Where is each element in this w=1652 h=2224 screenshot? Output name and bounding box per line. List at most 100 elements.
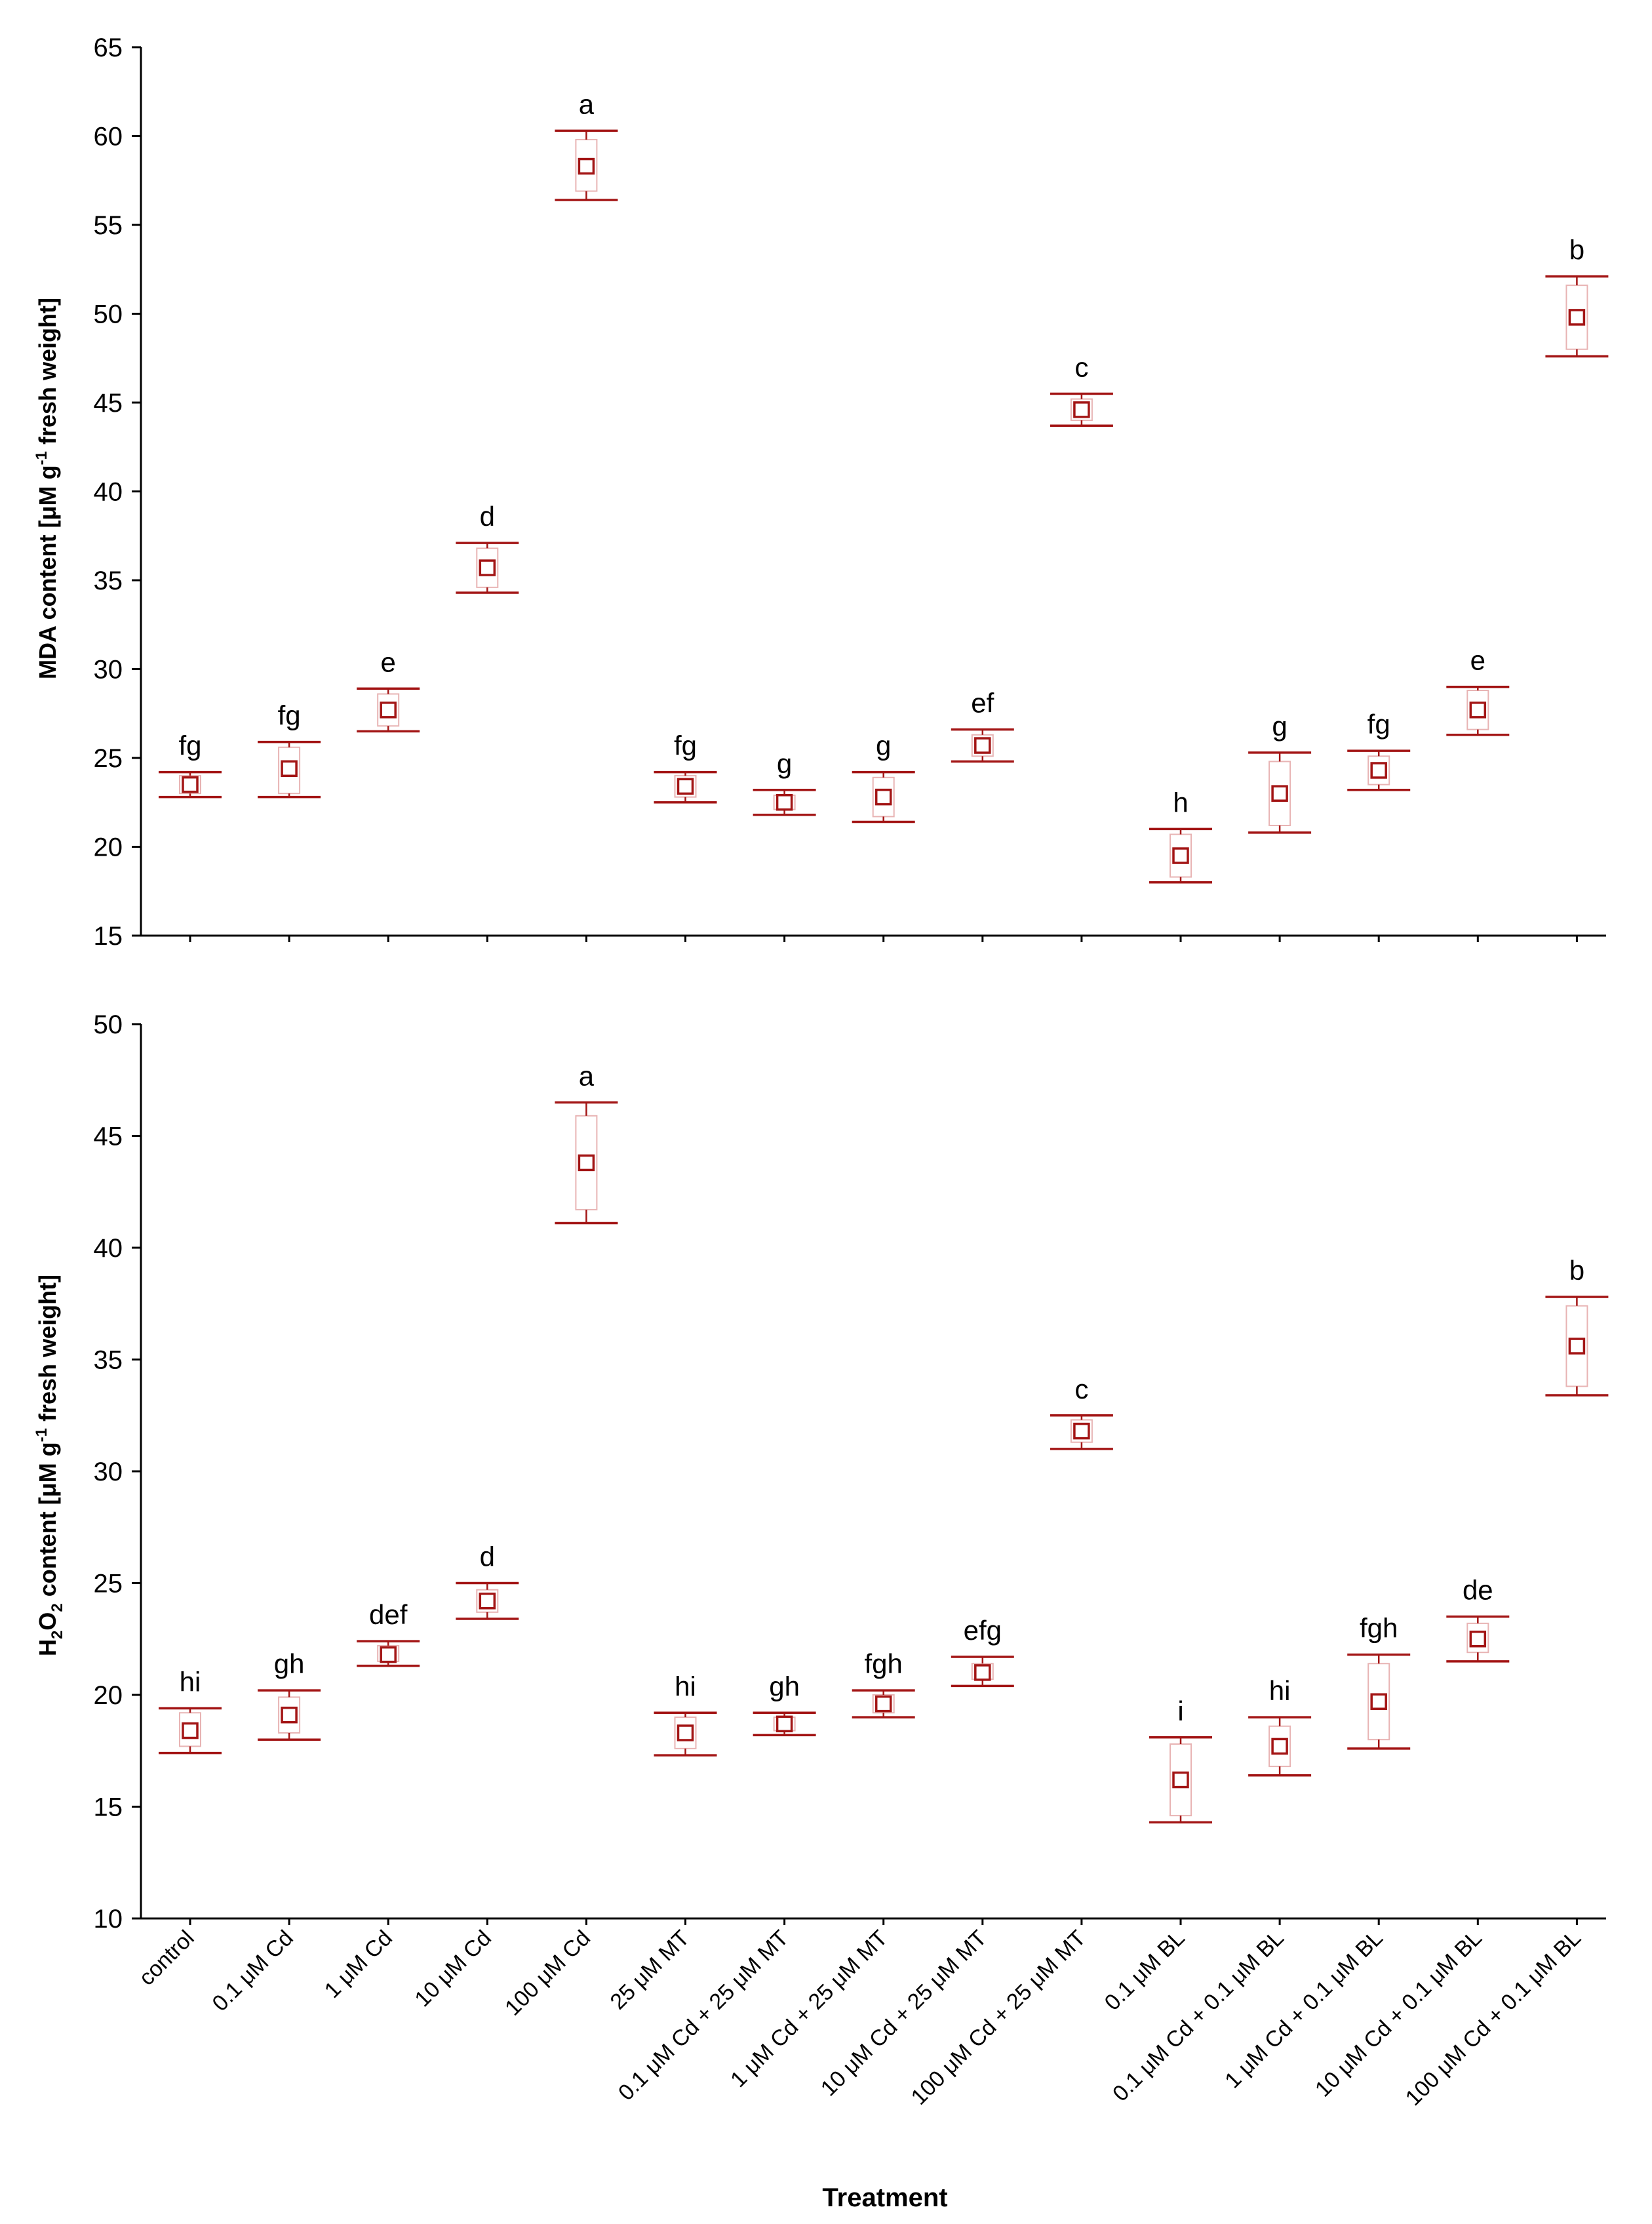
h2o2-significance-letter: efg <box>964 1615 1002 1646</box>
mda-significance-letter: e <box>1470 645 1485 676</box>
h2o2-significance-letter: c <box>1074 1374 1088 1404</box>
x-axis-title: Treatment <box>822 2183 947 2212</box>
mda-significance-letter: g <box>876 730 891 761</box>
x-category-label: 10 μM Cd <box>410 1926 496 2012</box>
h2o2-mean-point <box>1568 1338 1586 1355</box>
x-category-label: 0.1 μM Cd <box>207 1926 298 2016</box>
h2o2-mean-point <box>479 1593 496 1610</box>
h2o2-mean-point <box>1172 1771 1189 1789</box>
mda-mean-point <box>974 737 991 754</box>
mda-significance-letter: fg <box>674 730 697 761</box>
mda-significance-letter: e <box>381 646 396 677</box>
h2o2-mean-point <box>182 1722 199 1739</box>
x-category-label: 100 μM Cd + 25 μM MT <box>907 1926 1091 2110</box>
mda-y-tick-label: 40 <box>94 478 123 507</box>
mda-y-tick-label: 20 <box>94 833 123 862</box>
x-category-label: 10 μM Cd + 0.1 μM BL <box>1310 1926 1487 2102</box>
h2o2-mean-point <box>974 1664 991 1681</box>
mda-significance-letter: c <box>1074 351 1088 382</box>
h2o2-y-tick-label: 25 <box>94 1570 123 1598</box>
mda-significance-letter: fg <box>1367 709 1390 740</box>
mda-significance-letter: b <box>1569 235 1584 266</box>
h2o2-y-tick-label: 50 <box>94 1010 123 1039</box>
h2o2-y-tick-label: 10 <box>94 1905 123 1934</box>
h2o2-y-axis-title: H2O2 content [μM g-1 fresh weight] <box>33 1275 66 1656</box>
mda-significance-letter: fg <box>278 700 301 731</box>
x-category-label: 0.1 μM BL <box>1100 1926 1190 2016</box>
h2o2-significance-letter: de <box>1463 1575 1493 1606</box>
mda-mean-point <box>1073 401 1090 418</box>
mda-y-tick-label: 45 <box>94 389 123 418</box>
mda-y-tick-label: 65 <box>94 33 123 62</box>
x-category-label: 0.1 μM Cd + 25 μM MT <box>614 1926 793 2105</box>
mda-mean-point <box>875 788 892 806</box>
mda-mean-point <box>1370 762 1387 779</box>
mda-mean-point <box>479 559 496 576</box>
h2o2-significance-letter: gh <box>274 1648 305 1679</box>
h2o2-significance-letter: d <box>480 1541 495 1572</box>
mda-mean-point <box>182 776 199 793</box>
mda-mean-point <box>677 778 694 795</box>
h2o2-mean-point <box>1073 1422 1090 1440</box>
h2o2-significance-letter: fgh <box>1360 1613 1398 1644</box>
mda-significance-letter: g <box>777 748 792 779</box>
x-category-label: 25 μM MT <box>606 1926 695 2015</box>
h2o2-y-tick-label: 35 <box>94 1346 123 1375</box>
mda-mean-point <box>1469 702 1487 719</box>
mda-y-tick-label: 55 <box>94 211 123 240</box>
h2o2-significance-letter: def <box>369 1599 408 1630</box>
h2o2-significance-letter: b <box>1569 1255 1584 1286</box>
h2o2-y-tick-label: 15 <box>94 1793 123 1822</box>
h2o2-mean-point <box>380 1646 397 1663</box>
h2o2-mean-point <box>677 1724 694 1741</box>
x-category-label: 100 μM Cd <box>500 1926 595 2021</box>
mda-significance-letter: fg <box>178 730 201 761</box>
mda-y-tick-label: 30 <box>94 656 123 685</box>
h2o2-significance-letter: hi <box>180 1666 201 1697</box>
mda-mean-point <box>578 157 595 175</box>
x-category-label: control <box>134 1926 199 1991</box>
mda-mean-point <box>1271 785 1288 802</box>
mda-y-tick-label: 50 <box>94 300 123 329</box>
mda-mean-point <box>776 794 793 811</box>
h2o2-mean-point <box>1271 1738 1288 1755</box>
h2o2-significance-letter: hi <box>1269 1675 1291 1706</box>
x-category-labels: control 0.1 μM Cd 1 μM Cd 10 μM Cd 100 μM Cd… <box>134 1926 1586 2111</box>
mda-mean-point <box>1568 309 1586 326</box>
h2o2-y-tick-label: 20 <box>94 1681 123 1710</box>
mda-y-tick-label: 25 <box>94 744 123 773</box>
h2o2-chart-panel: 10 15 20 25 30 35 40 45 50 hi gh def d a hi gh fgh efg c i h… <box>94 1010 1609 1934</box>
mda-y-tick-label: 60 <box>94 123 123 151</box>
h2o2-mean-point <box>281 1706 298 1724</box>
h2o2-significance-letter: fgh <box>865 1648 903 1679</box>
h2o2-mean-point <box>1469 1631 1487 1648</box>
h2o2-significance-letter: hi <box>675 1671 696 1701</box>
mda-mean-point <box>380 702 397 719</box>
h2o2-y-tick-label: 30 <box>94 1458 123 1486</box>
h2o2-mean-point <box>1370 1693 1387 1710</box>
h2o2-y-tick-label: 40 <box>94 1234 123 1263</box>
mda-significance-letter: g <box>1272 711 1287 742</box>
mda-significance-letter: h <box>1173 787 1188 818</box>
mda-significance-letter: a <box>579 89 595 119</box>
x-category-label: 1 μM Cd <box>320 1926 397 2003</box>
h2o2-significance-letter: gh <box>769 1671 800 1701</box>
mda-mean-point <box>1172 847 1189 864</box>
x-category-label: 10 μM Cd + 25 μM MT <box>816 1926 992 2101</box>
mda-y-tick-label: 15 <box>94 922 123 951</box>
mda-chart-panel: 15 20 25 30 35 40 45 50 55 60 65 fg fg e d a fg g g ef c h g fg… <box>94 33 1609 951</box>
x-category-label: 100 μM Cd + 0.1 μM BL <box>1401 1926 1586 2111</box>
h2o2-significance-letter: a <box>579 1060 595 1091</box>
h2o2-mean-point <box>776 1715 793 1733</box>
mda-y-tick-label: 35 <box>94 566 123 595</box>
h2o2-y-tick-label: 45 <box>94 1122 123 1151</box>
x-category-label: 0.1 μM Cd + 0.1 μM BL <box>1108 1926 1289 2107</box>
mda-y-axis-title: MDA content [μM g-1 fresh weight] <box>33 298 61 679</box>
mda-significance-letter: d <box>480 501 495 532</box>
h2o2-significance-letter: i <box>1177 1696 1183 1726</box>
h2o2-mean-point <box>578 1154 595 1172</box>
mda-significance-letter: ef <box>971 688 994 719</box>
h2o2-mean-point <box>875 1695 892 1713</box>
mda-mean-point <box>281 760 298 778</box>
